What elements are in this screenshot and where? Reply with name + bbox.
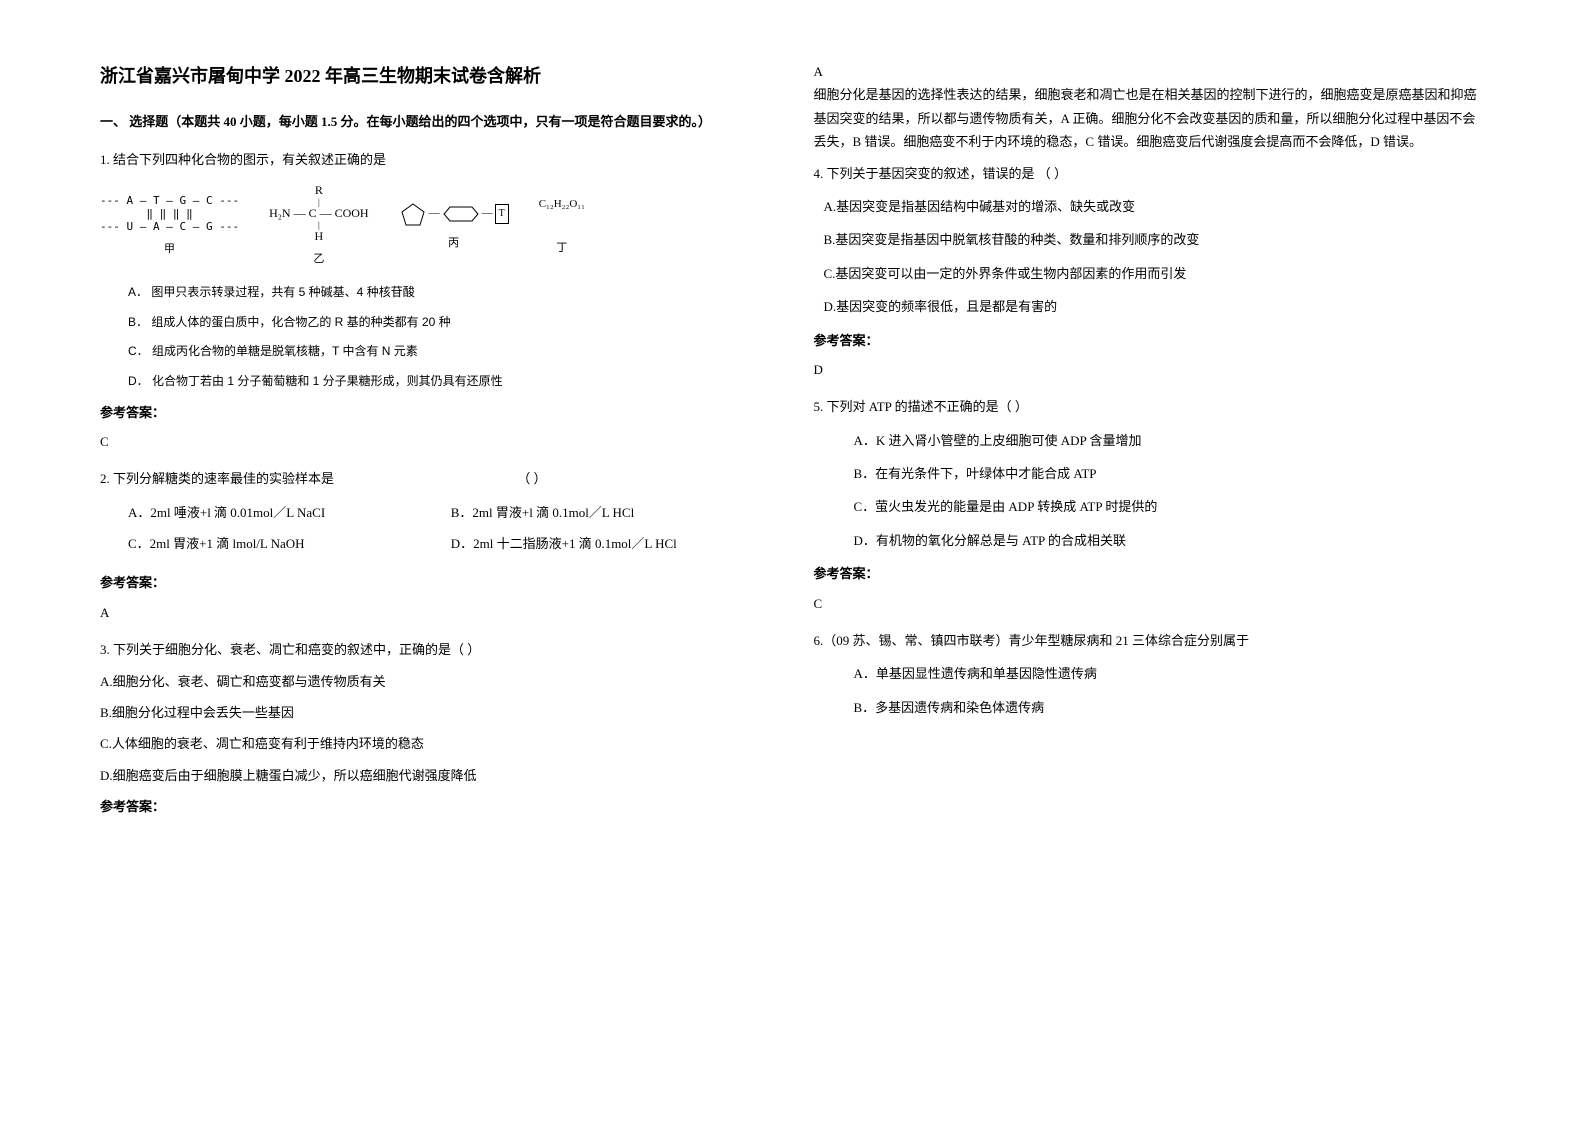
q3-explanation: 细胞分化是基因的选择性表达的结果，细胞衰老和凋亡也是在相关基因的控制下进行的，细… (814, 83, 1488, 153)
q4-answer: D (814, 358, 1488, 381)
q6-optA: A．单基因显性遗传病和单基因隐性遗传病 (854, 662, 1488, 685)
question-3: 3. 下列关于细胞分化、衰老、凋亡和癌变的叙述中，正确的是（ ） A.细胞分化、… (100, 638, 774, 818)
q2-answer-label: 参考答案： (100, 571, 774, 594)
jia-top: --- A — T — G — C --- (100, 194, 239, 207)
q6-stem: 6.（09 苏、锡、常、镇四市联考）青少年型糖尿病和 21 三体综合症分别属于 (814, 629, 1488, 652)
question-4: 4. 下列关于基因突变的叙述，错误的是 （ ） A.基因突变是指基因结构中碱基对… (814, 162, 1488, 382)
q4-optB: B.基因突变是指基因中脱氧核苷酸的种类、数量和排列顺序的改变 (824, 228, 1488, 251)
q5-optA: A．K 进入肾小管壁的上皮细胞可使 ADP 含量增加 (854, 429, 1488, 452)
q3-answer: A (814, 60, 1488, 83)
q1-answer-label: 参考答案： (100, 401, 774, 424)
q1-stem: 1. 结合下列四种化合物的图示，有关叙述正确的是 (100, 148, 774, 171)
q2-answer: A (100, 601, 774, 624)
q5-optC: C．萤火虫发光的能量是由 ADP 转换成 ATP 时提供的 (854, 495, 1488, 518)
page-title: 浙江省嘉兴市屠甸中学 2022 年高三生物期末试卷含解析 (100, 60, 774, 92)
pentagon-icon (399, 200, 427, 228)
q2-stem: 2. 下列分解糖类的速率最佳的实验样本是 （ ） (100, 467, 774, 490)
q3-optA: A.细胞分化、衰老、碉亡和癌变都与遗传物质有关 (100, 670, 774, 693)
question-1: 1. 结合下列四种化合物的图示，有关叙述正确的是 --- A — T — G —… (100, 148, 774, 454)
bing-label: 丙 (399, 234, 509, 254)
q4-optC: C.基因突变可以由一定的外界条件或生物内部因素的作用而引发 (824, 262, 1488, 285)
q2-optD: D．2ml 十二指肠液+1 滴 0.1mol／L HCl (451, 532, 774, 555)
right-column: A 细胞分化是基因的选择性表达的结果，细胞衰老和凋亡也是在相关基因的控制下进行的… (794, 60, 1508, 1062)
q2-paren: （ ） (517, 471, 546, 486)
q1-optC: C． 组成丙化合物的单糖是脱氧核糖，T 中含有 N 元素 (128, 341, 774, 363)
q1-diagram: --- A — T — G — C --- ‖ ‖ ‖ ‖ --- U — A … (100, 183, 774, 270)
diagram-ding: C₁₂H₂₂O₁₁ 丁 (539, 195, 585, 259)
q3-stem: 3. 下列关于细胞分化、衰老、凋亡和癌变的叙述中，正确的是（ ） (100, 638, 774, 661)
q1-optB: B． 组成人体的蛋白质中，化合物乙的 R 基的种类都有 20 种 (128, 312, 774, 334)
ding-formula: C₁₂H₂₂O₁₁ (539, 195, 585, 215)
q4-optD: D.基因突变的频率很低，且是都是有害的 (824, 295, 1488, 318)
q2-optB: B．2ml 胃液+l 滴 0.1mol／L HCl (451, 501, 774, 524)
yi-label: 乙 (269, 250, 369, 270)
q1-answer: C (100, 430, 774, 453)
section-header: 一、 选择题（本题共 40 小题，每小题 1.5 分。在每小题给出的四个选项中，… (100, 110, 774, 133)
q3-optD: D.细胞癌变后由于细胞膜上糖蛋白减少，所以癌细胞代谢强度降低 (100, 764, 774, 787)
q6-optB: B．多基因遗传病和染色体遗传病 (854, 696, 1488, 719)
diagram-jia: --- A — T — G — C --- ‖ ‖ ‖ ‖ --- U — A … (100, 194, 239, 259)
left-column: 浙江省嘉兴市屠甸中学 2022 年高三生物期末试卷含解析 一、 选择题（本题共 … (80, 60, 794, 1062)
q4-stem: 4. 下列关于基因突变的叙述，错误的是 （ ） (814, 162, 1488, 185)
question-6: 6.（09 苏、锡、常、镇四市联考）青少年型糖尿病和 21 三体综合症分别属于 … (814, 629, 1488, 719)
ding-label: 丁 (539, 239, 585, 259)
q5-answer: C (814, 592, 1488, 615)
q2-optA: A．2ml 唾液+l 滴 0.01mol／L NaCI (128, 501, 451, 524)
q5-answer-label: 参考答案： (814, 562, 1488, 585)
q2-optC: C．2ml 胃液+1 滴 lmol/L NaOH (128, 532, 451, 555)
jia-bot: --- U — A — C — G --- (100, 220, 239, 233)
q3-optB: B.细胞分化过程中会丢失一些基因 (100, 701, 774, 724)
yi-h: H (269, 229, 369, 245)
bing-t: T (495, 204, 509, 224)
q5-stem: 5. 下列对 ATP 的描述不正确的是（ ） (814, 395, 1488, 418)
jia-mid: ‖ ‖ ‖ ‖ (100, 207, 239, 220)
q5-optB: B．在有光条件下，叶绿体中才能合成 ATP (854, 462, 1488, 485)
diagram-yi: R | H₂N — C — COOH | H 乙 (269, 183, 369, 270)
q3-answer-label: 参考答案： (100, 795, 774, 818)
diagram-bing: — — T 丙 (399, 200, 509, 254)
hexagon-icon (442, 203, 480, 225)
q4-optA: A.基因突变是指基因结构中碱基对的增添、缺失或改变 (824, 195, 1488, 218)
question-2: 2. 下列分解糖类的速率最佳的实验样本是 （ ） A．2ml 唾液+l 滴 0.… (100, 467, 774, 624)
q4-answer-label: 参考答案： (814, 329, 1488, 352)
q2-stem-text: 2. 下列分解糖类的速率最佳的实验样本是 (100, 471, 334, 486)
q1-optA: A． 图甲只表示转录过程，共有 5 种碱基、4 种核苷酸 (128, 282, 774, 304)
q5-optD: D．有机物的氧化分解总是与 ATP 的合成相关联 (854, 529, 1488, 552)
jia-label: 甲 (100, 240, 239, 260)
q3-optC: C.人体细胞的衰老、凋亡和癌变有利于维持内环境的稳态 (100, 732, 774, 755)
question-5: 5. 下列对 ATP 的描述不正确的是（ ） A．K 进入肾小管壁的上皮细胞可使… (814, 395, 1488, 615)
q1-optD: D． 化合物丁若由 1 分子葡萄糖和 1 分子果糖形成，则其仍具有还原性 (128, 371, 774, 393)
